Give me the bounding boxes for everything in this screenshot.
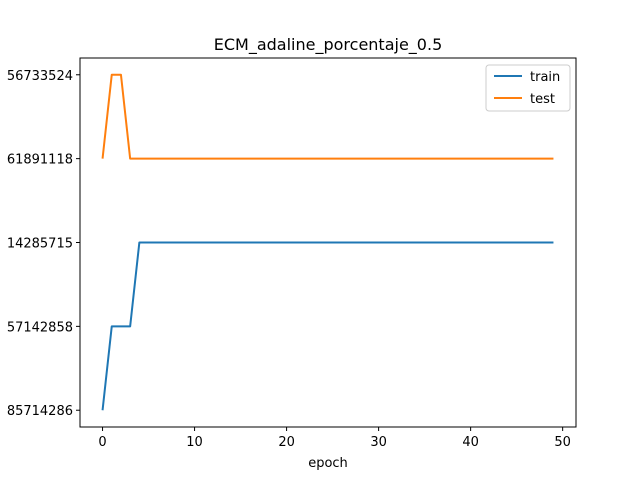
x-tick-label: 50 bbox=[554, 435, 571, 450]
x-tick-label: 0 bbox=[98, 435, 106, 450]
y-tick-label: 61891118 bbox=[7, 153, 73, 168]
legend-label-train: train bbox=[530, 70, 560, 85]
x-tick-label: 40 bbox=[462, 435, 479, 450]
series-layer bbox=[101, 73, 554, 411]
x-tick-label: 10 bbox=[186, 435, 203, 450]
chart-title: ECM_adaline_porcentaje_0.5 bbox=[214, 35, 443, 55]
x-axis-label: epoch bbox=[308, 456, 348, 471]
x-tick-label: 20 bbox=[278, 435, 295, 450]
x-axis-ticks: 0 10 20 30 40 50 bbox=[98, 427, 571, 450]
series-line-test bbox=[101, 73, 554, 160]
series-line-train bbox=[101, 241, 554, 411]
legend-label-test: test bbox=[530, 92, 555, 107]
y-tick-label: 56733524 bbox=[7, 69, 73, 84]
y-tick-label: 57142858 bbox=[7, 320, 73, 335]
legend: train test bbox=[485, 64, 571, 112]
x-tick-label: 30 bbox=[370, 435, 387, 450]
y-tick-label: 85714286 bbox=[7, 404, 73, 419]
y-tick-label: 14285715 bbox=[7, 237, 73, 252]
y-axis-ticks: 85714286 57142858 14285715 61891118 56733524 bbox=[7, 69, 80, 419]
